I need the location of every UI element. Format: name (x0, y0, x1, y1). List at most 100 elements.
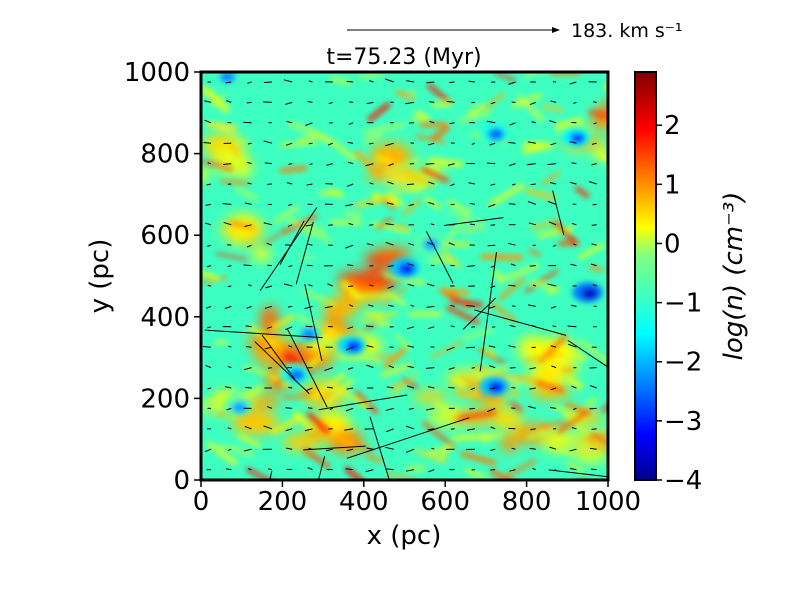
velocity-arrow (267, 468, 272, 471)
colorbar-tick-label: −3 (664, 407, 702, 437)
velocity-arrow (593, 101, 597, 103)
colorbar-ticks: 2 1 0 −1 −2 −3 −4 (656, 111, 702, 496)
velocity-arrow (589, 447, 597, 450)
filament (228, 144, 241, 156)
filament (402, 378, 417, 388)
velocity-arrow (347, 264, 354, 267)
colorbar-tick-label: −4 (664, 466, 702, 496)
velocity-arrow (267, 367, 272, 369)
velocity-arrow (243, 264, 252, 267)
dense-structures (201, 101, 608, 464)
filament (402, 199, 421, 216)
velocity-arrow (286, 182, 293, 185)
velocity-arrow (428, 142, 435, 146)
velocity-arrow (306, 387, 313, 391)
velocity-arrow (366, 344, 374, 348)
velocity-arrow (571, 385, 577, 389)
velocity-arrow (248, 284, 252, 287)
velocity-arrow (487, 244, 496, 247)
filament (292, 411, 314, 432)
colorbar (634, 71, 657, 481)
velocity-arrow (283, 79, 293, 83)
filament (499, 277, 525, 300)
velocity-arrow (385, 241, 394, 246)
filament (357, 352, 381, 364)
velocity-arrow (365, 325, 374, 328)
velocity-arrow (305, 224, 313, 227)
velocity-arrow (428, 469, 435, 473)
x-axis: 0 200 400 600 800 1000 (193, 480, 641, 517)
filament (421, 167, 450, 183)
dense-clump (306, 350, 339, 359)
velocity-arrow (285, 326, 293, 331)
x-tick-label: 1000 (575, 487, 641, 517)
velocity-arrow (244, 426, 252, 430)
velocity-arrow (204, 119, 212, 124)
velocity-arrow (264, 305, 273, 309)
filament (383, 272, 426, 286)
velocity-arrow (551, 365, 557, 369)
velocity-arrow (591, 243, 597, 246)
filament (367, 102, 391, 122)
y-tick-label: 1000 (124, 58, 190, 88)
chart-title: t=75.23 (Myr) (326, 45, 481, 70)
velocity-arrow (490, 448, 496, 451)
velocity-arrow (369, 182, 374, 185)
velocity-arrow (224, 305, 232, 310)
velocity-arrow (305, 122, 313, 126)
velocity-arrow (347, 161, 354, 165)
filament (523, 353, 563, 363)
velocity-arrow (591, 224, 597, 226)
velocity-arrow (589, 385, 597, 389)
filament (201, 270, 220, 281)
filament (492, 269, 504, 281)
filament (460, 451, 497, 466)
filament (381, 363, 412, 378)
velocity-arrow (204, 448, 212, 453)
velocity-arrow (207, 284, 212, 287)
velocity-arrow (530, 183, 536, 186)
filament (207, 442, 238, 466)
filament (512, 93, 542, 108)
velocity-arrow (508, 203, 516, 205)
velocity-arrow (227, 448, 232, 451)
velocity-arrow (345, 244, 354, 249)
velocity-arrow (306, 183, 313, 186)
velocity-arrow-long (479, 252, 497, 372)
velocity-arrow (327, 283, 333, 287)
filament (541, 171, 560, 186)
velocity-arrow (571, 427, 577, 430)
velocity-arrow (263, 101, 272, 103)
velocity-arrow (573, 101, 577, 104)
filament (353, 442, 373, 452)
velocity-arrow (407, 345, 415, 348)
velocity-arrow-long (474, 309, 567, 336)
velocity-arrow (508, 163, 516, 167)
velocity-arrow (490, 426, 496, 430)
filament (480, 254, 523, 261)
filament (386, 185, 413, 197)
velocity-arrow (408, 203, 415, 207)
filament (358, 73, 383, 79)
velocity-arrow-long (304, 283, 323, 361)
filament (364, 134, 382, 143)
velocity-arrow (529, 387, 536, 390)
velocity-arrow (426, 305, 435, 308)
velocity-arrow-long (346, 417, 470, 459)
velocity-arrow (570, 181, 577, 185)
velocity-arrow (490, 183, 496, 186)
filament (539, 420, 565, 429)
y-axis-label: y (pc) (85, 239, 115, 314)
filament (590, 432, 608, 446)
velocity-arrow (425, 163, 435, 165)
filament (452, 377, 467, 388)
velocity-arrow (385, 142, 394, 147)
velocity-arrow (263, 425, 273, 430)
x-axis-label: x (pc) (367, 521, 442, 551)
velocity-arrow (347, 141, 354, 144)
filament (201, 86, 229, 113)
x-tick-label: 400 (339, 487, 389, 517)
filament (450, 298, 484, 308)
velocity-arrow (591, 142, 597, 145)
filament (524, 269, 558, 293)
